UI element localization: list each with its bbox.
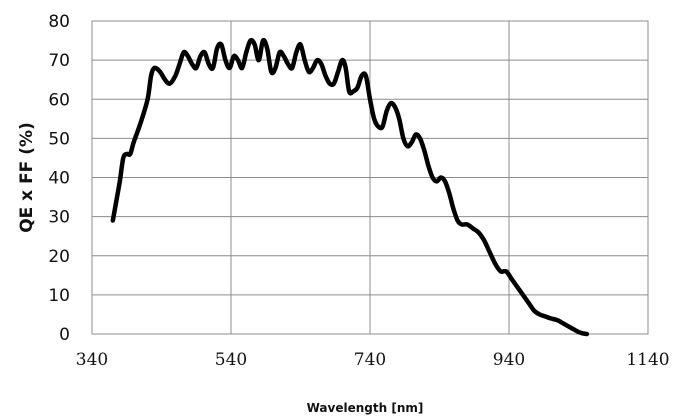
y-tick-label: 60	[48, 90, 70, 110]
x-axis-ticks: 340 540 740 940 1140	[76, 350, 670, 370]
x-tick-label: 1140	[626, 350, 669, 370]
y-tick-label: 40	[48, 169, 70, 189]
y-tick-label: 0	[59, 325, 70, 345]
x-tick-label: 540	[215, 350, 247, 370]
y-tick-label: 20	[48, 247, 70, 267]
y-axis-ticks: 0 10 20 30 40 50 60 70 80	[48, 12, 70, 345]
y-tick-label: 30	[48, 208, 70, 228]
y-tick-label: 10	[48, 286, 70, 306]
x-tick-label: 340	[76, 350, 108, 370]
grid	[91, 20, 649, 335]
y-axis-title: QE x FF (%)	[17, 122, 37, 233]
x-tick-label: 740	[354, 350, 386, 370]
x-tick-label: 940	[493, 350, 525, 370]
y-tick-label: 80	[48, 12, 70, 32]
plot-area-border	[91, 20, 649, 335]
y-tick-label: 70	[48, 51, 70, 71]
y-tick-label: 50	[48, 129, 70, 149]
series-line	[110, 37, 590, 337]
x-axis-title: Wavelength [nm]	[307, 401, 424, 415]
